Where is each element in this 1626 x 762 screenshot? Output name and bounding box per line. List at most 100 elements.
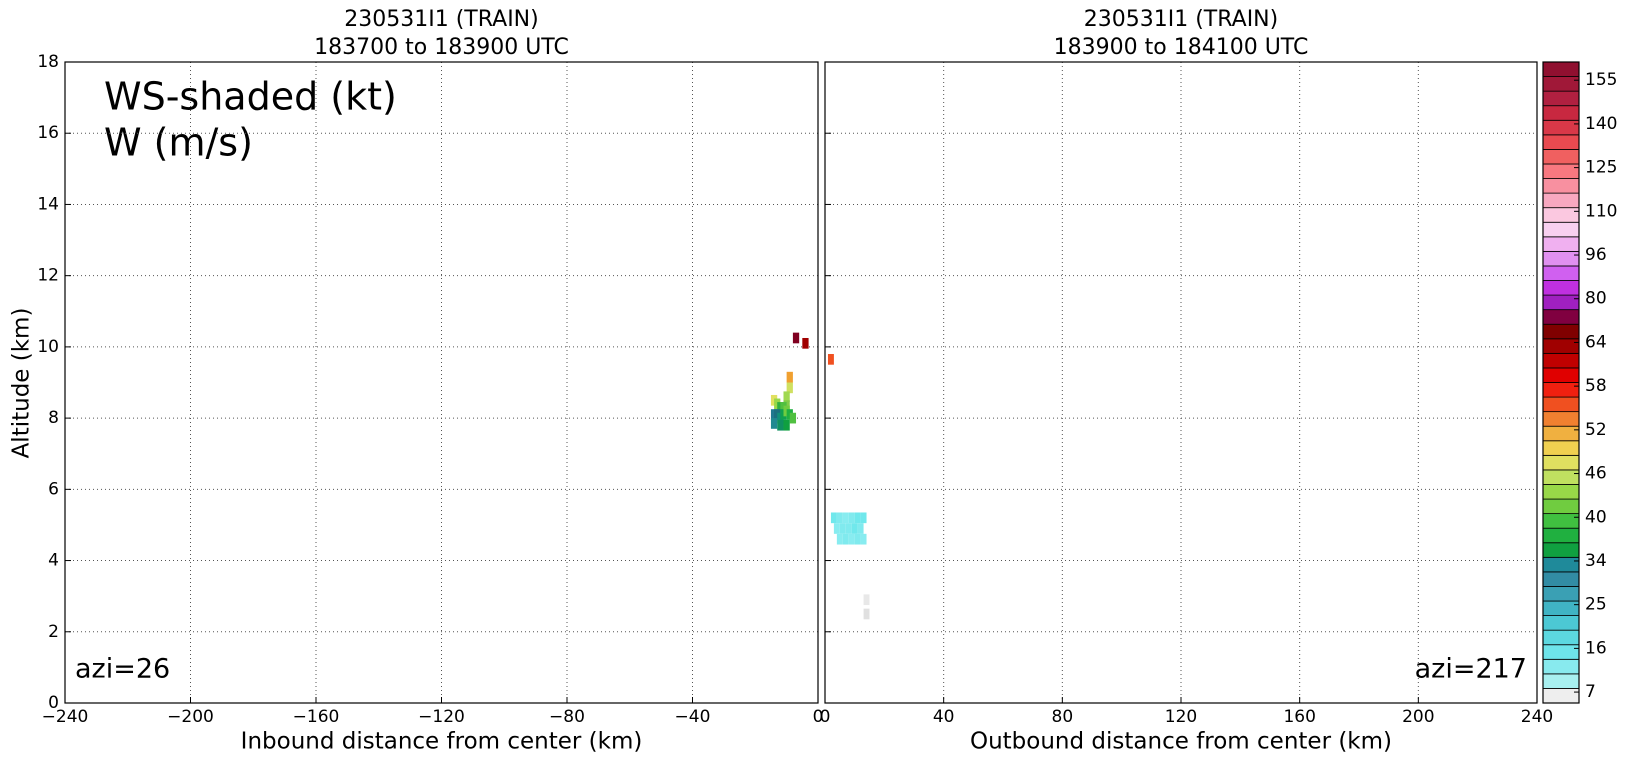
plot-frame — [824, 61, 1538, 704]
x-tick-label: −40 — [675, 707, 711, 727]
colorbar-band — [1542, 440, 1580, 456]
x-tick-label: 160 — [1283, 707, 1315, 727]
colorbar-band — [1542, 236, 1580, 252]
y-tick-label: 8 — [48, 408, 59, 428]
x-tick-label: 0 — [820, 707, 831, 727]
colorbar-band — [1542, 119, 1580, 136]
azimuth-label: azi=26 — [75, 654, 170, 685]
colorbar-band — [1542, 294, 1580, 311]
x-tick-label: −160 — [293, 707, 340, 727]
chart-subtitle: 183900 to 184100 UTC — [1054, 35, 1309, 60]
shaded-cell — [770, 418, 778, 429]
x-tick-label: −240 — [42, 707, 89, 727]
colorbar-band — [1542, 571, 1580, 587]
x-tick-label: 40 — [933, 707, 955, 727]
colorbar-band — [1542, 61, 1580, 77]
shaded-cell — [851, 523, 858, 534]
colorbar-tick-label: 34 — [1585, 551, 1607, 571]
colorbar-band — [1542, 134, 1580, 150]
x-tick-label: −120 — [418, 707, 465, 727]
shaded-cell — [786, 382, 793, 394]
colorbar-band — [1542, 600, 1580, 616]
shaded-cell — [860, 512, 867, 524]
colorbar-tick-label: 16 — [1585, 638, 1607, 658]
colorbar-band — [1542, 425, 1580, 442]
colorbar-tick-label: 155 — [1585, 70, 1617, 90]
y-tick-label: 2 — [48, 622, 59, 642]
shaded-cell — [842, 533, 849, 545]
shaded-cell — [783, 391, 790, 403]
y-tick-label: 14 — [37, 194, 59, 214]
shaded-cell — [848, 533, 855, 545]
colorbar-tick-label: 25 — [1585, 595, 1607, 615]
shaded-cell — [830, 512, 837, 524]
x-tick-label: 80 — [1052, 707, 1074, 727]
colorbar-band — [1542, 90, 1580, 107]
colorbar-tick-label: 80 — [1585, 289, 1607, 309]
colorbar-tick-label: 40 — [1585, 507, 1607, 527]
colorbar-band — [1542, 163, 1580, 179]
shaded-cell — [792, 332, 800, 344]
colorbar-band — [1542, 688, 1580, 704]
azimuth-label: azi=217 — [1415, 654, 1527, 685]
colorbar-band — [1542, 469, 1580, 485]
colorbar-band — [1542, 76, 1580, 92]
colorbar-band — [1542, 673, 1580, 689]
colorbar-band — [1542, 309, 1580, 325]
colorbar-band — [1542, 250, 1580, 267]
shaded-cell — [833, 523, 840, 534]
colorbar-band — [1542, 221, 1580, 238]
chart-title: 230531I1 (TRAIN) — [1084, 7, 1278, 32]
colorbar-band — [1542, 149, 1580, 165]
x-axis-label: Outbound distance from center (km) — [970, 729, 1392, 755]
shaded-cell — [854, 533, 861, 545]
colorbar-tick-label: 64 — [1585, 332, 1607, 352]
colorbar-band — [1542, 338, 1580, 354]
shaded-cell — [863, 594, 870, 606]
shaded-cell — [786, 371, 793, 383]
colorbar-band — [1542, 484, 1580, 500]
colorbar-band — [1542, 367, 1580, 383]
x-tick-label: −200 — [167, 707, 214, 727]
colorbar-band — [1542, 382, 1580, 398]
shaded-cell — [863, 608, 870, 620]
colorbar-tick-label: 96 — [1585, 245, 1607, 265]
shaded-cell — [857, 523, 864, 534]
shaded-cell — [777, 419, 784, 431]
plot-frame — [64, 61, 819, 704]
shaded-cell — [836, 533, 843, 545]
colorbar-band — [1542, 527, 1580, 544]
shaded-cell — [854, 512, 861, 524]
colorbar-tick-label: 46 — [1585, 464, 1607, 484]
colorbar-band — [1542, 265, 1580, 281]
annotation: WS-shaded (kt) — [104, 75, 397, 119]
colorbar-band — [1542, 513, 1580, 529]
colorbar-band — [1542, 454, 1580, 471]
colorbar-tick-label: 125 — [1585, 158, 1617, 178]
colorbar-band — [1542, 658, 1580, 675]
x-tick-label: 0 — [813, 707, 824, 727]
shaded-cell — [802, 337, 809, 349]
colorbar-band — [1542, 178, 1580, 194]
y-tick-label: 6 — [48, 479, 59, 499]
colorbar-band — [1542, 105, 1580, 121]
colorbar-band — [1542, 498, 1580, 515]
colorbar-band — [1542, 352, 1580, 369]
shaded-cell — [860, 533, 867, 545]
colorbar-band — [1542, 629, 1580, 646]
x-tick-label: −80 — [549, 707, 585, 727]
colorbar-band — [1542, 615, 1580, 631]
shaded-cell — [827, 354, 834, 365]
colorbar-band — [1542, 644, 1580, 660]
colorbar-tick-label: 58 — [1585, 376, 1607, 396]
chart-subtitle: 183700 to 183900 UTC — [314, 35, 569, 60]
colorbar-tick-label: 52 — [1585, 420, 1607, 440]
colorbar-band — [1542, 542, 1580, 558]
colorbar-band — [1542, 586, 1580, 602]
chart-title: 230531I1 (TRAIN) — [344, 7, 538, 32]
y-tick-label: 0 — [48, 693, 59, 713]
colorbar-band — [1542, 396, 1580, 413]
shaded-cell — [848, 512, 855, 524]
x-tick-label: 120 — [1165, 707, 1197, 727]
